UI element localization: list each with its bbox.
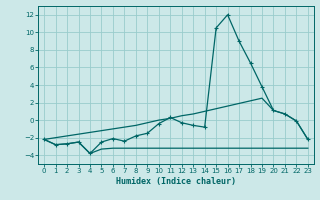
X-axis label: Humidex (Indice chaleur): Humidex (Indice chaleur) bbox=[116, 177, 236, 186]
